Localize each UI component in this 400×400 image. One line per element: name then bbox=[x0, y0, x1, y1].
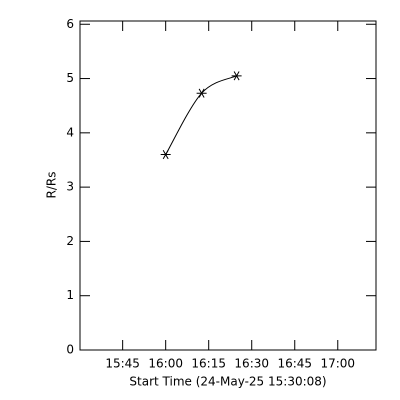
y-tick-label: 2 bbox=[66, 234, 74, 248]
y-tick-label: 1 bbox=[66, 288, 74, 302]
x-tick-label: 16:00 bbox=[148, 357, 183, 371]
y-tick-label: 6 bbox=[66, 17, 74, 31]
x-tick-label: 16:45 bbox=[277, 357, 312, 371]
y-tick-label: 3 bbox=[66, 180, 74, 194]
x-tick-label: 15:45 bbox=[105, 357, 140, 371]
y-tick-label: 5 bbox=[66, 71, 74, 85]
x-axis-title: Start Time (24-May-25 15:30:08) bbox=[129, 375, 326, 389]
data-point bbox=[196, 88, 207, 98]
y-tick-label: 4 bbox=[66, 125, 74, 139]
y-axis-title: R/Rs bbox=[45, 172, 59, 199]
x-tick-label: 16:30 bbox=[234, 357, 269, 371]
x-tick-label: 17:00 bbox=[320, 357, 355, 371]
x-tick-label: 16:15 bbox=[191, 357, 226, 371]
data-point bbox=[160, 149, 171, 160]
y-tick-label: 0 bbox=[66, 343, 74, 357]
data-point bbox=[231, 71, 242, 81]
plot-frame bbox=[79, 20, 377, 351]
